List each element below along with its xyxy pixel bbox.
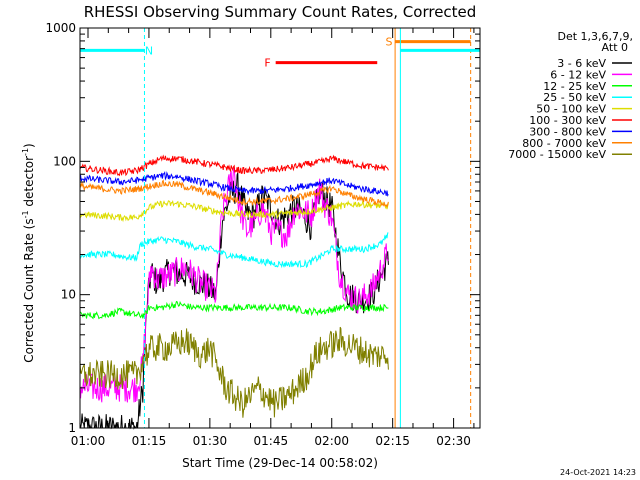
y-tick-label: 1 [68, 421, 76, 435]
series-line-800-7000-kev [79, 179, 389, 208]
series-line-100-300-kev [79, 154, 389, 177]
x-tick-label: 01:45 [254, 434, 289, 448]
series-line-300-800-kev [79, 170, 389, 197]
x-tick-label: 02:00 [314, 434, 349, 448]
chart-title: RHESSI Observing Summary Count Rates, Co… [84, 3, 477, 21]
y-tick-label: 10 [61, 288, 76, 302]
legend-label: 12 - 25 keV [543, 80, 606, 93]
y-tick-label: 1000 [45, 21, 76, 35]
x-tick-label: 02:30 [436, 434, 471, 448]
x-axis-label: Start Time (29-Dec-14 00:58:02) [182, 456, 378, 470]
y-axis-label: Corrected Count Rate (s-1 detector-1) [21, 143, 36, 362]
series-line-25-50-kev [79, 232, 389, 269]
footer-timestamp: 24-Oct-2021 14:23 [560, 468, 636, 477]
data-series-group [79, 154, 389, 430]
y-axis-label-sup2: -1 [21, 148, 30, 156]
x-tick-label: 01:00 [71, 434, 106, 448]
segment-label-s: S [386, 36, 393, 49]
series-line-50-100-kev [79, 200, 389, 223]
legend-label: 6 - 12 keV [550, 68, 606, 81]
legend-label: 3 - 6 keV [557, 57, 606, 70]
plot-frame [79, 27, 481, 429]
legend-label: 7000 - 15000 keV [508, 148, 606, 161]
segment-label-n: N [145, 44, 153, 57]
segment-label-f: F [264, 57, 270, 70]
y-axis-label-sup1: -1 [21, 210, 30, 218]
y-tick-label: 100 [53, 154, 76, 168]
legend-header-line1: Det 1,3,6,7,9, [557, 30, 633, 43]
legend-label: 800 - 7000 keV [522, 137, 606, 150]
x-tick-label: 02:15 [375, 434, 410, 448]
legend-label: 50 - 100 keV [536, 103, 606, 116]
series-line-12-25-kev [79, 300, 389, 320]
x-tick-label: 01:15 [132, 434, 167, 448]
y-axis-label-main: Corrected Count Rate (s [22, 218, 36, 362]
legend-header-line2: Att 0 [602, 41, 628, 54]
axes: 1 10 100 1000 01:00 01:15 01:30 01:45 02:00 02:15… [45, 21, 481, 448]
x-tick-label: 01:30 [193, 434, 228, 448]
legend-label: 100 - 300 keV [529, 114, 606, 127]
y-axis-label-end: ) [22, 143, 36, 148]
y-axis-label-mid: detector [22, 156, 36, 211]
legend-label: 25 - 50 keV [543, 91, 606, 104]
series-line-7000-15000-kev [79, 326, 389, 418]
legend-label: 300 - 800 keV [529, 125, 606, 138]
